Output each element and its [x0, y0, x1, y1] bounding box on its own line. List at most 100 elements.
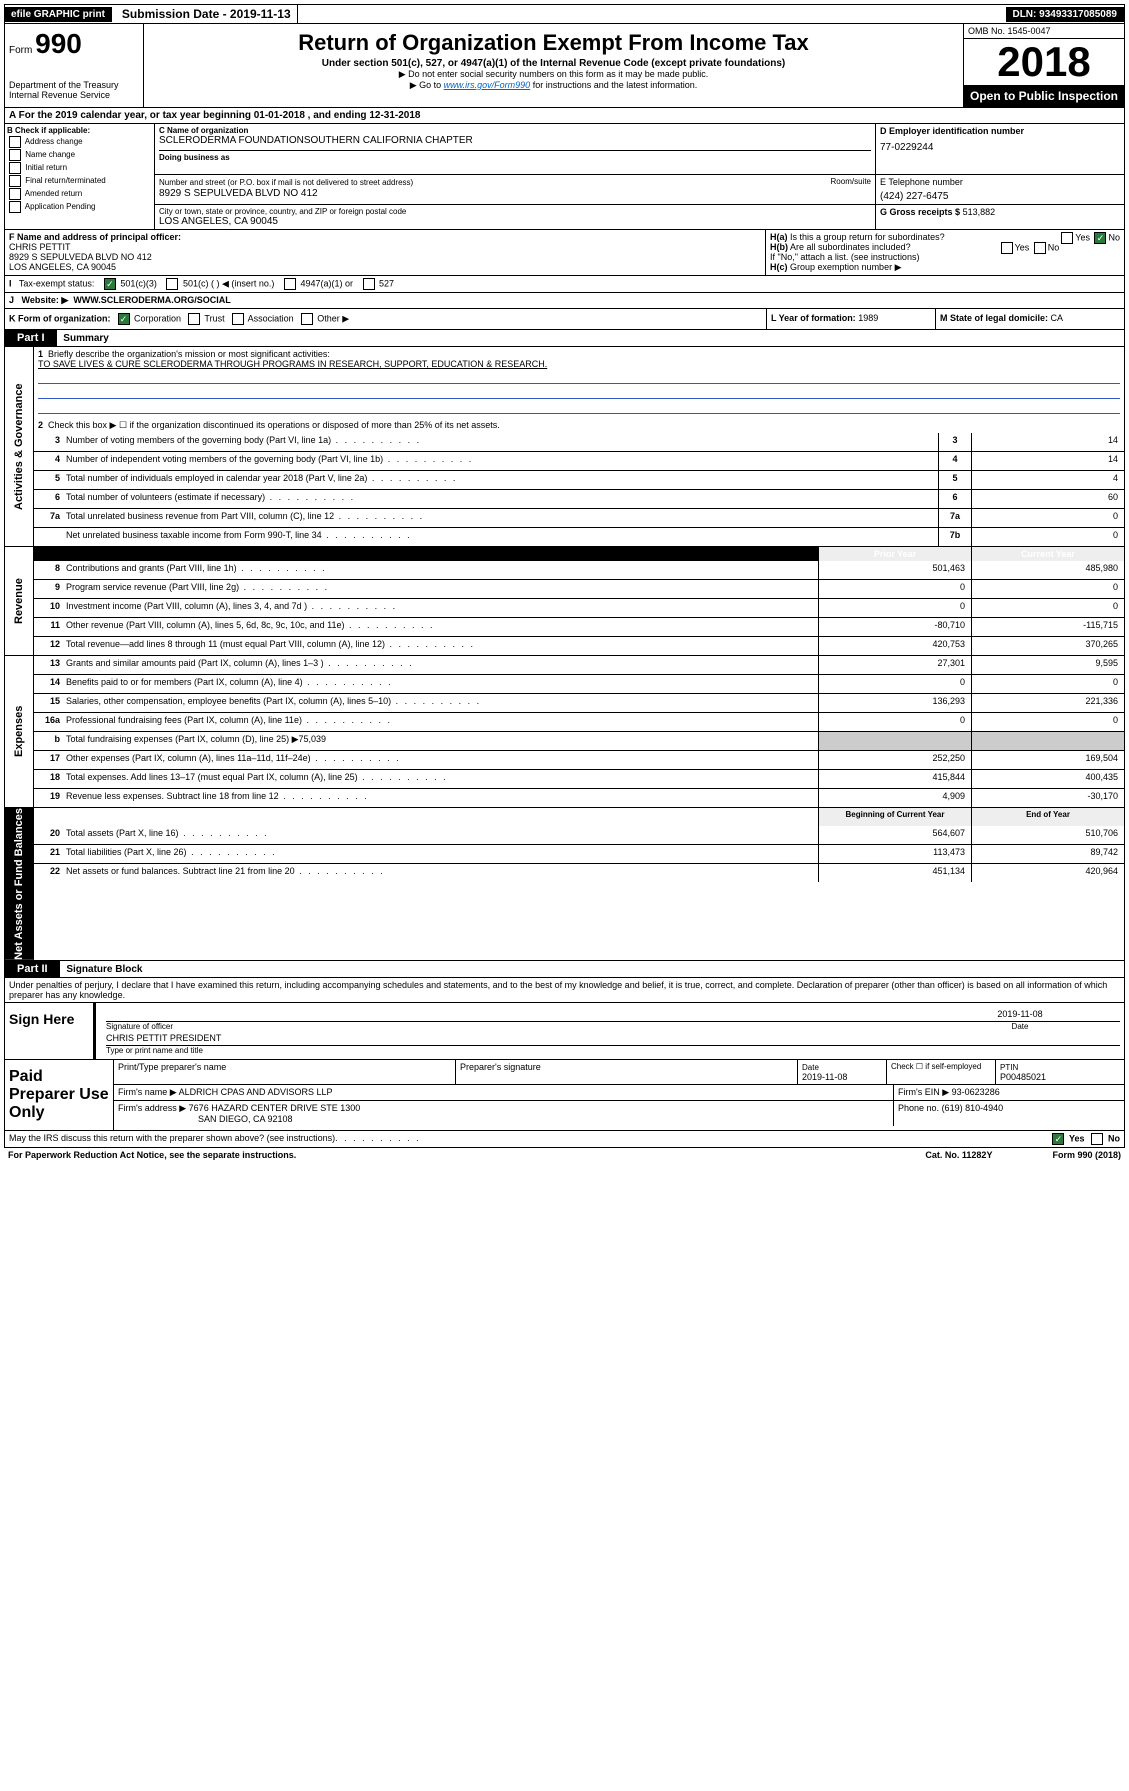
chk-other[interactable] [301, 313, 313, 325]
line-1: 1 Briefly describe the organization's mi… [34, 347, 1124, 418]
chk-trust[interactable] [188, 313, 200, 325]
omb-number: OMB No. 1545-0047 [964, 24, 1124, 39]
efile-label[interactable]: efile GRAPHIC print [5, 7, 112, 22]
form-prefix: Form [9, 45, 32, 56]
year-formation: 1989 [858, 313, 878, 323]
open-public-badge: Open to Public Inspection [964, 85, 1124, 107]
chk-4947[interactable] [284, 278, 296, 290]
subtitle-2: ▶ Do not enter social security numbers o… [148, 69, 959, 80]
line-9: 9 Program service revenue (Part VIII, li… [34, 579, 1124, 598]
irs-label: Internal Revenue Service [9, 90, 139, 100]
row-i-status: I Tax-exempt status: 501(c)(3) 501(c) ( … [4, 276, 1125, 293]
dept-treasury: Department of the Treasury [9, 80, 139, 90]
tab-revenue: Revenue [5, 547, 34, 655]
chk-application-pending[interactable]: Application Pending [7, 201, 152, 213]
officer-name: CHRIS PETTIT [9, 242, 71, 252]
form-title: Return of Organization Exempt From Incom… [148, 30, 959, 56]
line-17: 17 Other expenses (Part IX, column (A), … [34, 750, 1124, 769]
website-value: WWW.SCLERODERMA.ORG/SOCIAL [73, 295, 231, 305]
top-bar: efile GRAPHIC print Submission Date - 20… [4, 4, 1125, 24]
city-value: LOS ANGELES, CA 90045 [159, 216, 871, 227]
ptin: P00485021 [1000, 1072, 1046, 1082]
chk-discuss-no[interactable] [1091, 1133, 1103, 1145]
city-box: City or town, state or province, country… [155, 205, 876, 229]
d-ein-box: D Employer identification number 77-0229… [876, 124, 1124, 175]
line-8: 8 Contributions and grants (Part VIII, l… [34, 561, 1124, 579]
street-value: 8929 S SEPULVEDA BLVD NO 412 [159, 188, 871, 199]
subtitle-3: ▶ Go to www.irs.gov/Form990 for instruct… [148, 80, 959, 91]
firm-ein: 93-0623286 [952, 1087, 1000, 1097]
dln: DLN: 93493317085089 [1006, 7, 1124, 22]
line-6: 6 Total number of volunteers (estimate i… [34, 489, 1124, 508]
row-j-website: J Website: ▶ WWW.SCLERODERMA.ORG/SOCIAL [4, 293, 1125, 309]
line-22: 22 Net assets or fund balances. Subtract… [34, 863, 1124, 882]
gross-receipts: 513,882 [963, 207, 996, 217]
line-7a: 7a Total unrelated business revenue from… [34, 508, 1124, 527]
footer-row: For Paperwork Reduction Act Notice, see … [4, 1148, 1125, 1162]
discuss-row: May the IRS discuss this return with the… [4, 1131, 1125, 1148]
line-4: 4 Number of independent voting members o… [34, 451, 1124, 470]
chk-name-change[interactable]: Name change [7, 149, 152, 161]
chk-501c[interactable] [166, 278, 178, 290]
line-5: 5 Total number of individuals employed i… [34, 470, 1124, 489]
revenue-grid: Revenue Prior YearCurrent Year 8 Contrib… [4, 547, 1125, 656]
expenses-grid: Expenses 13 Grants and similar amounts p… [4, 656, 1125, 808]
officer-sig-name: CHRIS PETTIT PRESIDENT [106, 1033, 221, 1043]
org-name: SCLERODERMA FOUNDATIONSOUTHERN CALIFORNI… [159, 135, 871, 146]
row-klm: K Form of organization: Corporation Trus… [4, 309, 1125, 330]
line-7b: Net unrelated business taxable income fr… [34, 527, 1124, 546]
chk-527[interactable] [363, 278, 375, 290]
line-2: 2 Check this box ▶ ☐ if the organization… [34, 418, 1124, 433]
subtitle-1: Under section 501(c), 527, or 4947(a)(1)… [148, 58, 959, 69]
chk-amended[interactable]: Amended return [7, 188, 152, 200]
tab-expenses: Expenses [5, 656, 34, 807]
line-b: b Total fundraising expenses (Part IX, c… [34, 731, 1124, 750]
col-b-checkboxes: B Check if applicable: Address change Na… [5, 124, 155, 229]
form-header: Form 990 Department of the Treasury Inte… [4, 24, 1125, 108]
line-12: 12 Total revenue—add lines 8 through 11 … [34, 636, 1124, 655]
part2-header: Part II Signature Block [4, 961, 1125, 978]
tab-governance: Activities & Governance [5, 347, 34, 546]
row-fh: F Name and address of principal officer:… [4, 230, 1125, 276]
line-16a: 16a Professional fundraising fees (Part … [34, 712, 1124, 731]
form-number: 990 [35, 28, 82, 59]
part1-header: Part I Summary [4, 330, 1125, 347]
chk-association[interactable] [232, 313, 244, 325]
chk-501c3[interactable] [104, 278, 116, 290]
e-phone-box: E Telephone number (424) 227-6475 [876, 175, 1124, 205]
tax-year: 2018 [964, 39, 1124, 85]
declaration-text: Under penalties of perjury, I declare th… [4, 978, 1125, 1003]
line-11: 11 Other revenue (Part VIII, column (A),… [34, 617, 1124, 636]
submission-date: Submission Date - 2019-11-13 [116, 5, 298, 23]
line-19: 19 Revenue less expenses. Subtract line … [34, 788, 1124, 807]
c-name-box: C Name of organization SCLERODERMA FOUND… [155, 124, 876, 175]
g-receipts-box: G Gross receipts $ 513,882 [876, 205, 1124, 229]
sign-here-block: Sign Here 2019-11-08 Signature of office… [4, 1003, 1125, 1060]
h-box: H(a) Is this a group return for subordin… [766, 230, 1124, 275]
line-20: 20 Total assets (Part X, line 16) 564,60… [34, 826, 1124, 844]
phone-value: (424) 227-6475 [880, 191, 1120, 202]
entity-block: B Check if applicable: Address change Na… [4, 124, 1125, 230]
line-10: 10 Investment income (Part VIII, column … [34, 598, 1124, 617]
chk-initial-return[interactable]: Initial return [7, 162, 152, 174]
line-13: 13 Grants and similar amounts paid (Part… [34, 656, 1124, 674]
line-21: 21 Total liabilities (Part X, line 26) 1… [34, 844, 1124, 863]
f-officer-box: F Name and address of principal officer:… [5, 230, 766, 275]
mission-text: TO SAVE LIVES & CURE SCLERODERMA THROUGH… [38, 359, 547, 369]
street-box: Number and street (or P.O. box if mail i… [155, 175, 876, 205]
firm-name: ALDRICH CPAS AND ADVISORS LLP [179, 1087, 333, 1097]
chk-address-change[interactable]: Address change [7, 136, 152, 148]
sign-date: 2019-11-08 [920, 1009, 1120, 1019]
chk-corporation[interactable] [118, 313, 130, 325]
chk-final-return[interactable]: Final return/terminated [7, 175, 152, 187]
part1-grid: Activities & Governance 1 Briefly descri… [4, 347, 1125, 547]
ein-value: 77-0229244 [880, 142, 1120, 153]
tab-netassets: Net Assets or Fund Balances [5, 808, 34, 960]
netassets-grid: Net Assets or Fund Balances Beginning of… [4, 808, 1125, 961]
line-14: 14 Benefits paid to or for members (Part… [34, 674, 1124, 693]
row-a-period: A For the 2019 calendar year, or tax yea… [4, 108, 1125, 124]
chk-discuss-yes[interactable] [1052, 1133, 1064, 1145]
state-domicile: CA [1051, 313, 1064, 323]
form990-link[interactable]: www.irs.gov/Form990 [444, 80, 531, 90]
firm-phone: (619) 810-4940 [942, 1103, 1004, 1113]
